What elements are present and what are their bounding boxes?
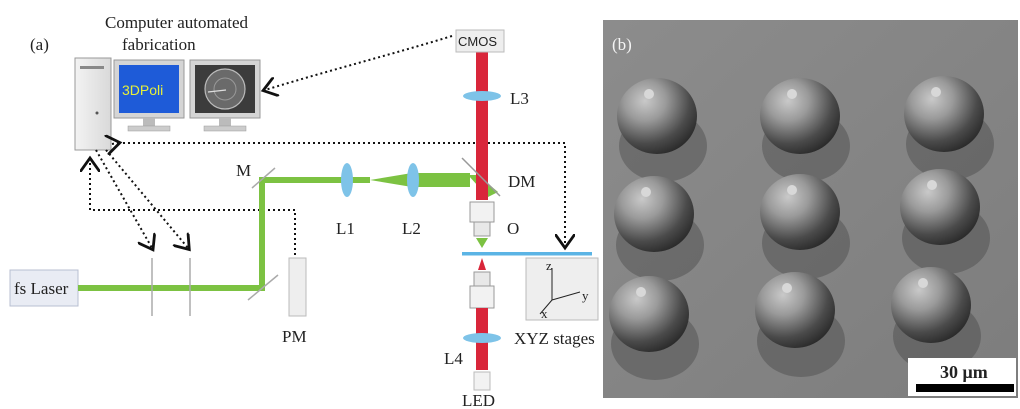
- microlens: [891, 267, 981, 372]
- microlens-array: [609, 76, 994, 380]
- software-screen-text: 3DPoli: [122, 82, 163, 98]
- mirror-m: [251, 167, 276, 189]
- lens-l3-label: L3: [510, 89, 529, 108]
- microlens: [760, 174, 850, 279]
- led-label: LED: [462, 391, 495, 409]
- microlens: [755, 272, 845, 377]
- mirror-label: M: [236, 161, 251, 180]
- led-box: [473, 371, 491, 391]
- power-meter-label: PM: [282, 327, 307, 346]
- panel-b-sem-image: (b): [603, 20, 1018, 398]
- monitor-software-icon: 3DPoli: [113, 59, 185, 132]
- stage-plate: [462, 252, 592, 256]
- axis-y-label: y: [582, 288, 589, 303]
- axis-x-label: x: [541, 306, 548, 321]
- scale-bar-label: 30 μm: [940, 362, 988, 382]
- dichroic-label: DM: [508, 172, 535, 191]
- lens-l2-label: L2: [402, 219, 421, 238]
- beam-expander: [370, 173, 470, 187]
- lens-l1-label: L1: [336, 219, 355, 238]
- control-lines: [90, 35, 565, 260]
- power-meter-box: [288, 257, 307, 317]
- monitor-camera-icon: [189, 59, 261, 132]
- xyz-stage-icon: z y x: [525, 257, 599, 321]
- computer-tower-icon: [74, 57, 112, 151]
- red-beam-top: [476, 52, 488, 200]
- computer-caption-line2: fabrication: [122, 35, 196, 54]
- scale-bar: [916, 384, 1014, 392]
- microlens: [900, 169, 990, 274]
- lens-l4-label: L4: [444, 349, 463, 368]
- lens-l4: [463, 333, 501, 343]
- microlens: [904, 76, 994, 180]
- laser-label: fs Laser: [14, 279, 69, 298]
- objective-label: O: [507, 219, 519, 238]
- microlens: [760, 78, 850, 182]
- condenser-icon: [469, 271, 495, 309]
- computer-caption-line1: Computer automated: [105, 13, 249, 32]
- objective-icon: [469, 201, 495, 248]
- axis-z-label: z: [546, 258, 552, 273]
- panel-a-label: (a): [30, 35, 49, 54]
- microlens: [614, 176, 704, 281]
- lens-l3: [463, 91, 501, 101]
- camera-box: [455, 29, 505, 53]
- lens-l2: [407, 163, 419, 197]
- microlens: [617, 78, 707, 182]
- beam-splitter: [247, 274, 279, 301]
- waveplates: [151, 258, 191, 316]
- panel-b-label: (b): [612, 35, 632, 54]
- camera-label: CMOS: [458, 34, 497, 49]
- microlens: [609, 276, 699, 380]
- laser-box: [9, 269, 79, 307]
- stages-label: XYZ stages: [514, 329, 595, 348]
- dichroic-mirror: [461, 157, 501, 197]
- lens-l1: [341, 163, 353, 197]
- panel-a-schematic: (a) Computer automated fabrication 3DPol…: [9, 13, 599, 409]
- red-focus-lower: [478, 258, 486, 270]
